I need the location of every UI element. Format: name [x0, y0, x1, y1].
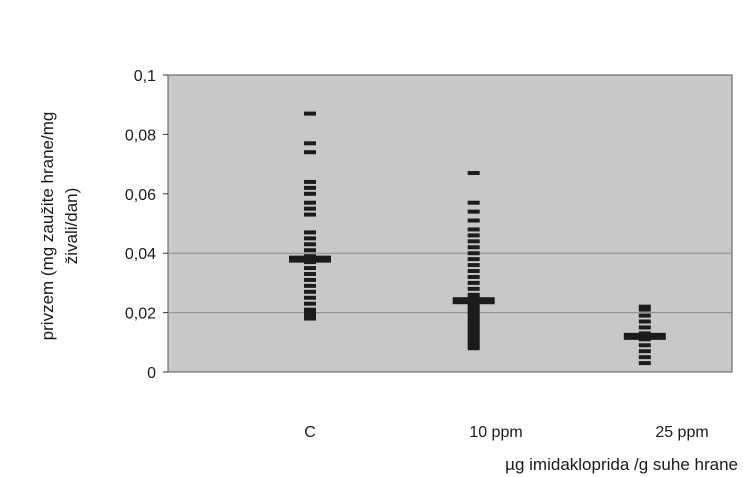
x-tick-label: C	[304, 424, 316, 441]
data-point	[304, 248, 316, 253]
mean-marker	[452, 297, 495, 305]
data-point	[638, 343, 651, 348]
data-point	[304, 283, 316, 288]
data-point	[304, 141, 316, 146]
data-point	[304, 289, 316, 294]
data-point	[467, 304, 480, 309]
data-point	[304, 191, 316, 196]
data-point	[467, 280, 480, 285]
x-axis-title: µg imidakloprida /g suhe hrane	[505, 455, 738, 474]
data-point	[638, 304, 651, 309]
data-point	[638, 307, 651, 312]
y-tick-label: 0,04	[125, 246, 156, 263]
data-point	[467, 286, 480, 291]
data-point	[467, 316, 480, 321]
data-point	[304, 242, 316, 247]
plot-area	[167, 74, 733, 373]
data-point	[638, 349, 651, 354]
data-point	[304, 277, 316, 282]
data-point	[467, 328, 480, 333]
data-point	[304, 206, 316, 211]
data-point	[304, 313, 316, 318]
data-point	[467, 227, 480, 232]
data-point	[467, 346, 480, 351]
y-tick-label: 0,06	[125, 187, 156, 204]
data-point	[467, 325, 480, 330]
x-tick-label: 25 ppm	[655, 424, 708, 441]
data-marks	[289, 111, 666, 366]
data-point	[467, 239, 480, 244]
data-point	[467, 307, 480, 312]
data-point	[467, 319, 480, 324]
y-tick-label: 0,1	[134, 68, 156, 85]
data-point	[304, 185, 316, 190]
data-point	[467, 322, 480, 327]
mean-marker	[289, 255, 331, 263]
data-point	[467, 313, 480, 318]
data-point	[467, 209, 480, 214]
y-axis-title-line-1: privzem (mg zaužite hrane/mg	[38, 112, 57, 341]
data-point	[467, 337, 480, 342]
data-point	[304, 310, 316, 315]
data-point	[467, 257, 480, 262]
data-point	[304, 301, 316, 306]
data-point	[467, 233, 480, 238]
data-point	[304, 271, 316, 276]
data-point	[304, 307, 316, 312]
data-point	[304, 111, 316, 116]
data-point	[304, 266, 316, 271]
mean-marker	[623, 332, 666, 340]
y-tick-label: 0	[147, 365, 156, 382]
x-tick-label: 10 ppm	[469, 424, 522, 441]
data-point	[467, 340, 480, 345]
y-tick-label: 0,02	[125, 306, 156, 323]
data-point	[467, 274, 480, 279]
data-point	[467, 292, 480, 297]
data-point	[467, 171, 480, 176]
data-point	[467, 334, 480, 339]
data-point	[638, 313, 651, 318]
data-point	[467, 310, 480, 315]
grid-lines	[168, 252, 732, 314]
data-point	[304, 316, 316, 321]
data-point	[467, 218, 480, 223]
data-point	[638, 325, 651, 330]
data-point	[304, 179, 316, 184]
data-point	[638, 355, 651, 360]
data-point	[467, 263, 480, 268]
data-point	[304, 200, 316, 205]
data-point	[467, 269, 480, 274]
data-point	[467, 245, 480, 250]
data-point	[467, 251, 480, 256]
data-point	[467, 200, 480, 205]
data-point	[304, 212, 316, 217]
data-point	[638, 319, 651, 324]
y-axis-title-line-2: živali/dan)	[62, 188, 81, 265]
data-point	[638, 361, 651, 366]
data-point	[304, 150, 316, 155]
y-tick-label: 0,08	[125, 127, 156, 144]
data-point	[304, 230, 316, 235]
data-point	[304, 236, 316, 241]
data-point	[467, 331, 480, 336]
x-axis: C 10 ppm 25 ppm	[304, 424, 708, 441]
y-axis: 0 0,02 0,04 0,06 0,08 0,1	[125, 68, 168, 382]
data-point	[467, 343, 480, 348]
data-point	[304, 295, 316, 300]
